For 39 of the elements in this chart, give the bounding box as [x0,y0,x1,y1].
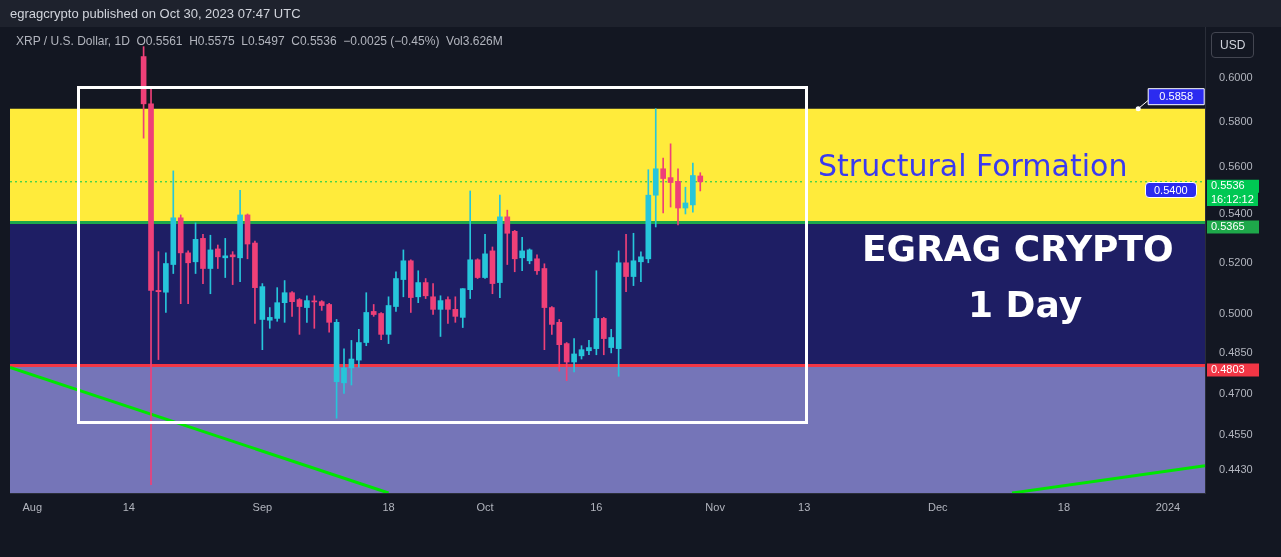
annotation: Structural Formation [818,148,1128,183]
y-tick-label: 0.5400 [1219,207,1253,219]
candlestick [571,338,577,373]
x-tick-label: 18 [382,500,395,513]
text: 16:12:12 [1207,192,1258,206]
y-tick-label: 0.4850 [1219,345,1253,358]
candlestick [623,233,629,293]
annotation: EGRAG CRYPTO [862,228,1174,269]
x-tick-label: 16 [590,500,603,513]
x-tick-label: 14 [122,500,135,513]
y-tick-label: 0.5600 [1219,159,1253,172]
ref-line-label: 0.5536 [1211,179,1245,192]
annotation: 0.5858 [1159,89,1194,102]
y-tick-label: 0.5800 [1219,114,1253,127]
candlestick [660,157,666,214]
annotation: 0.5400 [1145,182,1197,198]
text: XRP / U.S. Dollar, 1D O0.5561 H0.5575 L0.5497 C0.5536 −0.0025 (−0.45%) Vol3.626M [16,34,503,48]
x-tick-label: Aug [22,500,43,513]
ref-line-label: 0.4803 [1211,363,1245,376]
x-tick-label: 18 [1057,500,1071,513]
y-tick-label: 0.4550 [1219,428,1253,441]
x-tick-label: 13 [798,500,811,513]
y-tick-label: 0.6000 [1219,70,1253,83]
chart-title: egragcrypto published on Oct 30, 2023 07:47 UTC [10,6,301,21]
y-tick-label: 0.4700 [1219,386,1253,399]
annotation: 1 Day [968,284,1083,325]
x-tick-label: Oct [476,500,494,513]
x-tick-label: Dec [928,500,949,513]
text: USD [1211,32,1255,58]
y-tick-label: 0.5200 [1219,255,1253,268]
y-tick-label: 0.4430 [1219,463,1253,476]
ref-line-label: 0.5365 [1211,219,1245,232]
candlestick [519,237,525,272]
x-tick-label: Sep [252,500,273,513]
candlestick [185,250,191,305]
candlestick [652,108,659,228]
x-tick-label: 2024 [1155,500,1181,513]
y-tick-label: 0.5000 [1219,306,1253,319]
x-tick-label: Nov [705,500,726,513]
